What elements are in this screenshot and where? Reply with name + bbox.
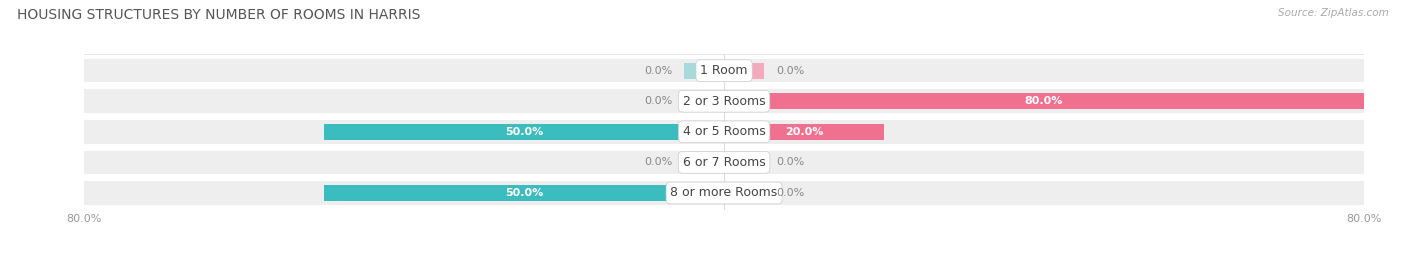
Bar <box>685 93 724 109</box>
Text: 50.0%: 50.0% <box>505 127 543 137</box>
Bar <box>84 181 1364 205</box>
Text: 0.0%: 0.0% <box>776 66 804 76</box>
Text: 0.0%: 0.0% <box>644 96 672 106</box>
Text: 0.0%: 0.0% <box>776 157 804 167</box>
Bar <box>325 185 724 201</box>
Text: 1 Room: 1 Room <box>700 64 748 77</box>
Bar <box>84 89 1364 113</box>
Text: HOUSING STRUCTURES BY NUMBER OF ROOMS IN HARRIS: HOUSING STRUCTURES BY NUMBER OF ROOMS IN… <box>17 8 420 22</box>
Text: 0.0%: 0.0% <box>776 188 804 198</box>
Bar <box>685 154 724 170</box>
Text: 80.0%: 80.0% <box>1025 96 1063 106</box>
Text: 20.0%: 20.0% <box>785 127 824 137</box>
Bar <box>84 151 1364 174</box>
Text: 0.0%: 0.0% <box>644 66 672 76</box>
Text: 0.0%: 0.0% <box>644 157 672 167</box>
Text: 4 or 5 Rooms: 4 or 5 Rooms <box>683 125 765 138</box>
Bar <box>325 124 724 140</box>
Bar <box>84 59 1364 82</box>
Text: 6 or 7 Rooms: 6 or 7 Rooms <box>683 156 765 169</box>
Text: 50.0%: 50.0% <box>505 188 543 198</box>
Bar <box>724 154 763 170</box>
Bar <box>724 63 763 79</box>
Bar <box>724 124 884 140</box>
Bar <box>724 93 1364 109</box>
Bar <box>685 63 724 79</box>
Text: 2 or 3 Rooms: 2 or 3 Rooms <box>683 95 765 108</box>
Bar <box>724 185 763 201</box>
Bar <box>84 120 1364 144</box>
Text: Source: ZipAtlas.com: Source: ZipAtlas.com <box>1278 8 1389 18</box>
Text: 8 or more Rooms: 8 or more Rooms <box>671 186 778 200</box>
